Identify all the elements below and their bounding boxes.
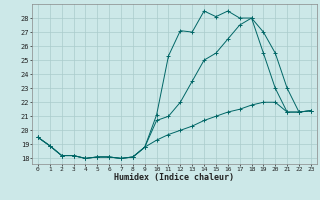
X-axis label: Humidex (Indice chaleur): Humidex (Indice chaleur)	[115, 173, 234, 182]
